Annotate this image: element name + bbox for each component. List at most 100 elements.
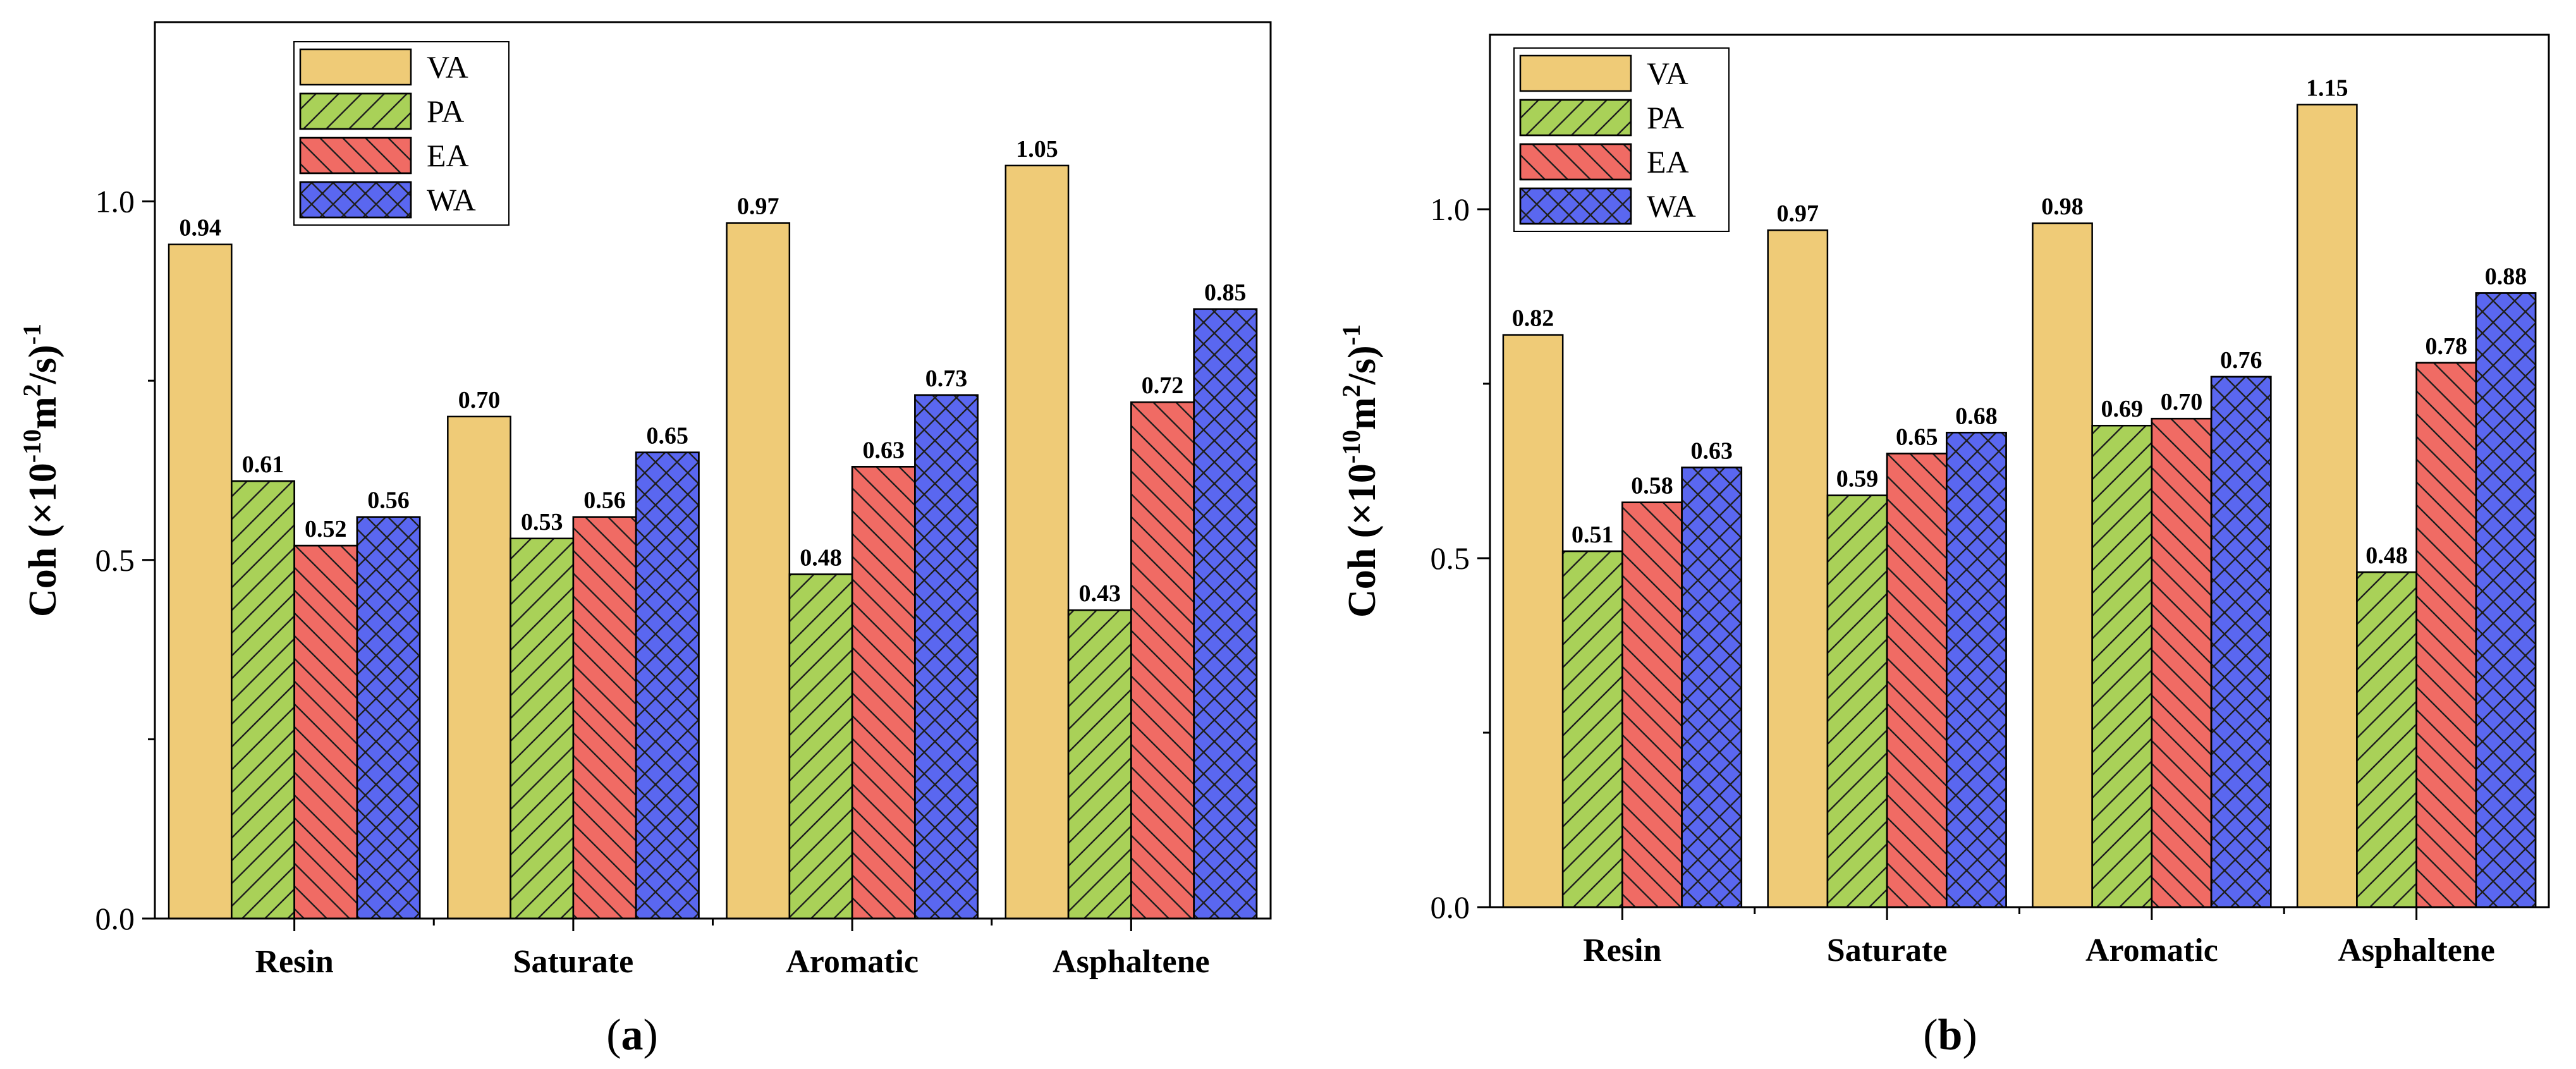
bar-hatch-WA bbox=[1681, 467, 1743, 908]
bar-hatch-WA bbox=[356, 516, 421, 920]
bar-hatch-PA bbox=[1067, 609, 1132, 920]
legend-swatch-hatch bbox=[299, 137, 412, 174]
legend-label: EA bbox=[427, 138, 469, 173]
y-tick-label: 0.5 bbox=[1431, 541, 1470, 576]
x-tick-label: Aromatic bbox=[2085, 932, 2218, 968]
bar-VA-asphaltene bbox=[1004, 164, 1070, 920]
data-label: 0.85 bbox=[1204, 279, 1247, 306]
panel-letter: a bbox=[621, 1011, 644, 1060]
data-label: 0.70 bbox=[2161, 389, 2203, 415]
y-tick-label: 1.0 bbox=[1431, 192, 1470, 227]
legend-label: PA bbox=[1647, 100, 1684, 135]
bar-VA-aromatic bbox=[2032, 222, 2093, 908]
bar-VA-asphaltene bbox=[2296, 104, 2358, 908]
bar-hatch-PA bbox=[510, 537, 575, 920]
legend-label: EA bbox=[1647, 144, 1689, 180]
y-axis-label-exponent: -10 bbox=[1337, 430, 1365, 463]
bar-hatch-EA bbox=[851, 466, 916, 920]
data-label: 0.48 bbox=[2365, 542, 2408, 569]
data-label: 0.56 bbox=[367, 487, 410, 514]
bar-VA-saturate bbox=[447, 415, 511, 920]
data-label: 0.98 bbox=[2041, 193, 2084, 220]
bar-hatch-WA bbox=[2475, 292, 2537, 908]
x-tick-label: Resin bbox=[1583, 932, 1661, 968]
data-label: 0.59 bbox=[1836, 466, 1879, 492]
data-label: 0.63 bbox=[1690, 437, 1733, 464]
plot-area: 0.82 0.97 0.98 1.15 0.51 0.59 0.69 0.48 0.58 0.65… bbox=[1431, 34, 2550, 968]
y-axis-label-unit: m bbox=[21, 396, 64, 429]
plot-area: 0.94 0.70 0.97 1.05 0.61 0.53 0.48 0.43 0.52 0.56… bbox=[95, 21, 1272, 980]
data-label: 0.56 bbox=[583, 487, 626, 514]
bar-hatch-EA bbox=[572, 516, 637, 920]
data-label: 1.15 bbox=[2306, 75, 2348, 101]
bar-hatch-EA bbox=[1621, 501, 1683, 908]
y-tick-label: 0.5 bbox=[95, 542, 135, 578]
legend: VA PA EA WA bbox=[293, 41, 510, 226]
data-label: 1.05 bbox=[1016, 136, 1058, 162]
data-label: 0.88 bbox=[2485, 263, 2527, 290]
data-label: 0.61 bbox=[242, 451, 284, 478]
data-label: 0.69 bbox=[2101, 396, 2144, 422]
data-label: 0.78 bbox=[2425, 333, 2467, 360]
data-label: 0.63 bbox=[863, 437, 905, 463]
bar-hatch-PA bbox=[1826, 494, 1888, 908]
y-axis-label-unit: m bbox=[1341, 397, 1384, 430]
data-label: 0.51 bbox=[1572, 522, 1614, 548]
bar-hatch-WA bbox=[1946, 432, 2007, 908]
data-label: 0.76 bbox=[2220, 347, 2262, 374]
bar-hatch-PA bbox=[788, 573, 853, 920]
bar-hatch-PA bbox=[231, 480, 295, 920]
data-label: 0.73 bbox=[925, 365, 968, 392]
y-axis-label-exponent: -1 bbox=[1337, 324, 1365, 345]
legend-label: WA bbox=[1647, 188, 1696, 224]
legend-swatch-hatch bbox=[1519, 99, 1632, 137]
data-label: 0.58 bbox=[1631, 473, 1673, 499]
x-tick-label: Aromatic bbox=[786, 944, 919, 980]
data-label: 0.94 bbox=[179, 215, 221, 241]
bar-hatch-PA bbox=[2356, 571, 2417, 908]
legend-label: VA bbox=[427, 49, 468, 85]
y-axis-label-unit: /s) bbox=[1341, 345, 1384, 385]
bar-hatch-PA bbox=[1561, 550, 1623, 908]
y-axis-label-unit: /s) bbox=[21, 345, 64, 384]
panel-letter: b bbox=[1938, 1011, 1963, 1060]
y-axis-label-exponent: -1 bbox=[18, 324, 46, 345]
legend-swatch-VA bbox=[1519, 54, 1632, 92]
legend: VA PA EA WA bbox=[1513, 47, 1730, 232]
legend-label: WA bbox=[427, 182, 476, 217]
data-label: 0.48 bbox=[800, 544, 842, 571]
x-tick-label: Saturate bbox=[1827, 932, 1948, 968]
chart-panel-a: 0.940.700.971.050.610.530.480.430.520.56… bbox=[18, 21, 1272, 1060]
bar-hatch-EA bbox=[2415, 362, 2477, 908]
panel-label: (b) bbox=[1923, 1011, 1977, 1060]
legend-swatch-hatch bbox=[299, 92, 412, 130]
x-tick-label: Saturate bbox=[513, 944, 634, 980]
legend-swatch-hatch bbox=[1519, 187, 1632, 225]
y-axis-label: Coh (×10-10m2/s)-1 bbox=[1337, 324, 1384, 618]
x-tick-label: Asphaltene bbox=[2338, 932, 2494, 968]
x-tick-label: Asphaltene bbox=[1053, 944, 1209, 980]
bar-hatch-PA bbox=[2091, 424, 2153, 908]
bar-hatch-EA bbox=[293, 544, 358, 920]
y-axis-label-base: Coh (×10 bbox=[21, 463, 64, 617]
data-label: 0.65 bbox=[647, 423, 689, 449]
bar-hatch-EA bbox=[1886, 453, 1948, 908]
data-label: 0.68 bbox=[1955, 403, 1998, 429]
legend-swatch-hatch bbox=[299, 181, 412, 219]
data-label: 0.43 bbox=[1078, 580, 1121, 607]
bar-hatch-WA bbox=[2210, 376, 2272, 908]
data-label: 0.52 bbox=[305, 516, 347, 542]
data-label: 0.70 bbox=[458, 387, 501, 413]
panel-label: (a) bbox=[606, 1011, 658, 1060]
legend-swatch-hatch bbox=[1519, 143, 1632, 181]
bar-hatch-WA bbox=[914, 394, 979, 920]
data-label: 0.72 bbox=[1142, 372, 1184, 399]
bar-hatch-EA bbox=[1130, 401, 1195, 920]
bar-hatch-WA bbox=[635, 451, 700, 920]
y-axis-label-exponent: -10 bbox=[18, 429, 46, 463]
legend-label: VA bbox=[1647, 56, 1688, 91]
data-label: 0.82 bbox=[1512, 305, 1554, 332]
bar-VA-aromatic bbox=[726, 222, 791, 920]
y-axis-label-exponent: 2 bbox=[1337, 384, 1365, 397]
